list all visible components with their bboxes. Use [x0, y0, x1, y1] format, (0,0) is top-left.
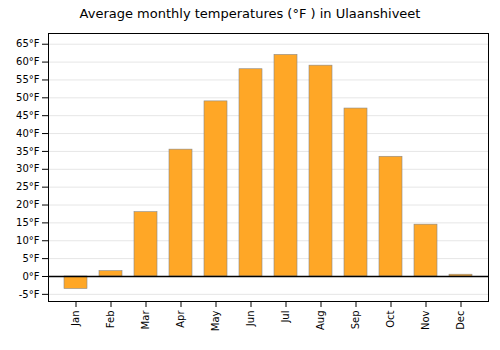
svg-text:60°F: 60°F	[16, 56, 40, 67]
svg-text:45°F: 45°F	[16, 110, 40, 121]
svg-text:65°F: 65°F	[16, 38, 40, 49]
svg-text:Aug: Aug	[315, 311, 326, 331]
svg-text:10°F: 10°F	[16, 235, 40, 246]
svg-text:-5°F: -5°F	[19, 289, 40, 300]
svg-text:Jul: Jul	[280, 311, 291, 324]
svg-text:Jun: Jun	[245, 311, 256, 328]
svg-text:15°F: 15°F	[16, 217, 40, 228]
svg-text:55°F: 55°F	[16, 74, 40, 85]
svg-text:Sep: Sep	[350, 311, 361, 330]
svg-text:Feb: Feb	[105, 311, 116, 329]
svg-text:Mar: Mar	[140, 310, 151, 330]
svg-text:40°F: 40°F	[16, 128, 40, 139]
svg-text:50°F: 50°F	[16, 92, 40, 103]
svg-text:0°F: 0°F	[22, 271, 39, 282]
svg-text:Apr: Apr	[175, 310, 186, 328]
svg-text:30°F: 30°F	[16, 163, 40, 174]
svg-text:May: May	[210, 310, 221, 331]
svg-text:25°F: 25°F	[16, 181, 40, 192]
svg-text:20°F: 20°F	[16, 199, 40, 210]
svg-text:Nov: Nov	[420, 310, 431, 330]
html-text:Average monthly temperatures (: Average monthly temperatures (°F ) in Ul…	[79, 6, 421, 21]
svg-text:Oct: Oct	[385, 310, 396, 327]
svg-text:35°F: 35°F	[16, 146, 40, 157]
svg-text:5°F: 5°F	[22, 253, 39, 264]
svg-text:Dec: Dec	[455, 311, 466, 330]
svg-text:Jan: Jan	[70, 311, 81, 327]
